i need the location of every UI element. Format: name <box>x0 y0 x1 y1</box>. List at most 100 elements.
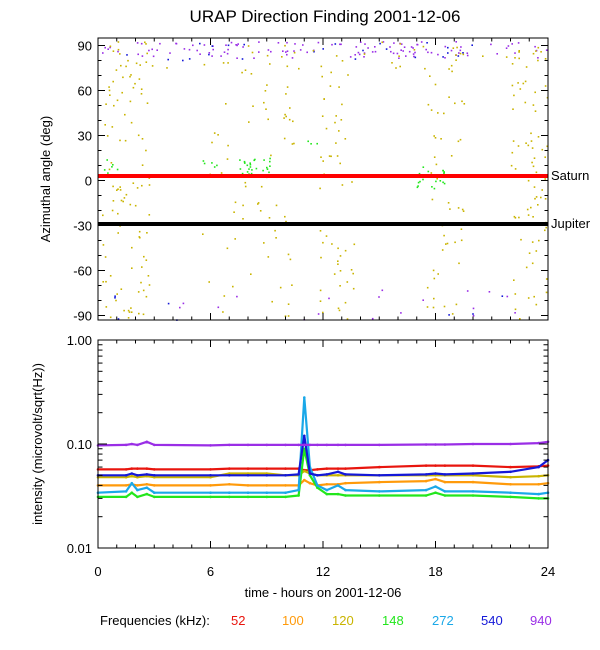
direction-point-432 <box>427 103 430 106</box>
series-148-point-18 <box>378 494 381 497</box>
direction-point-390 <box>337 260 339 262</box>
series-940-point-22 <box>471 442 475 446</box>
direction-point-442 <box>433 297 435 300</box>
series-272-point-17 <box>344 488 347 492</box>
series-540-point-13 <box>308 472 312 475</box>
reference-lines: Saturn Jupiter <box>98 168 591 231</box>
direction-point-243 <box>147 275 150 277</box>
direction-point-503 <box>541 148 544 151</box>
direction-point-16 <box>169 52 171 54</box>
direction-point-407 <box>446 242 449 245</box>
direction-point-214 <box>141 184 143 187</box>
direction-point-562 <box>442 181 444 184</box>
series-148-point-15 <box>325 492 329 496</box>
direction-point-49 <box>400 43 403 45</box>
direction-point-11 <box>427 51 429 54</box>
direction-point-125 <box>457 55 460 57</box>
direction-point-161 <box>422 45 425 48</box>
direction-point-163 <box>399 65 401 68</box>
series-100-point-15 <box>325 483 329 486</box>
direction-point-43 <box>104 46 106 49</box>
direction-point-86 <box>140 42 143 45</box>
series-148-point-21 <box>443 494 447 497</box>
direction-point-523 <box>511 63 514 65</box>
direction-point-250 <box>130 311 133 313</box>
direction-point-70 <box>258 51 260 53</box>
direction-point-346 <box>283 117 285 119</box>
direction-point-604 <box>179 306 181 309</box>
direction-point-577 <box>427 170 430 173</box>
direction-point-242 <box>130 307 132 309</box>
direction-point-299 <box>263 101 265 104</box>
direction-point-358 <box>320 256 322 259</box>
x-axis-label: time - hours on 2001-12-06 <box>245 585 402 600</box>
direction-point-85 <box>514 52 516 54</box>
direction-point-427 <box>451 313 454 315</box>
series-540-point-12 <box>303 434 306 438</box>
direction-point-395 <box>351 181 353 183</box>
direction-point-10 <box>148 49 150 52</box>
direction-point-404 <box>335 142 337 144</box>
series-148-point-1 <box>124 495 128 499</box>
direction-point-392 <box>319 300 322 302</box>
direction-point-457 <box>545 278 548 280</box>
series-272-point-23 <box>509 491 512 495</box>
direction-point-268 <box>109 94 111 96</box>
series-52-point-19 <box>424 464 428 467</box>
direction-point-468 <box>546 145 548 148</box>
direction-point-314 <box>225 103 227 105</box>
direction-point-44 <box>390 50 392 53</box>
direction-point-506 <box>520 238 522 241</box>
azimuth-axes: 90 60 30 0 -30 -60 -90 <box>73 38 549 324</box>
direction-point-104 <box>374 50 377 53</box>
direction-point-305 <box>266 54 269 57</box>
series-940-line <box>97 440 549 447</box>
series-940-point-11 <box>297 443 300 447</box>
direction-point-553 <box>269 165 271 167</box>
direction-point-178 <box>391 62 393 64</box>
series-52-point-18 <box>378 465 381 469</box>
series-100-line <box>98 478 549 487</box>
direction-point-623 <box>501 295 504 297</box>
direction-point-455 <box>533 295 535 298</box>
direction-point-447 <box>459 138 462 141</box>
series-272-point-3 <box>136 488 139 492</box>
direction-point-462 <box>533 157 536 159</box>
direction-point-79 <box>371 51 374 53</box>
direction-point-365 <box>330 155 332 158</box>
direction-point-565 <box>417 181 420 184</box>
direction-point-143 <box>362 49 364 52</box>
direction-point-532 <box>243 160 246 163</box>
series-940-point-9 <box>265 443 269 447</box>
azimuth-marks <box>102 41 549 321</box>
series-148-point-7 <box>228 495 231 499</box>
direction-point-363 <box>341 184 344 186</box>
direction-point-438 <box>430 172 433 174</box>
direction-point-128 <box>414 56 417 59</box>
direction-point-606 <box>236 295 238 298</box>
direction-point-302 <box>291 143 294 145</box>
direction-point-549 <box>263 159 265 161</box>
direction-point-152 <box>335 55 338 57</box>
direction-point-264 <box>143 255 145 258</box>
series-272-point-14 <box>316 484 319 487</box>
direction-point-213 <box>117 188 119 190</box>
direction-point-228 <box>145 259 148 261</box>
direction-point-296 <box>293 51 296 54</box>
direction-point-545 <box>249 162 251 164</box>
direction-point-80 <box>141 55 144 57</box>
direction-point-23 <box>413 55 415 58</box>
direction-point-307 <box>241 71 243 74</box>
direction-point-263 <box>117 232 119 234</box>
direction-point-37 <box>107 48 109 50</box>
direction-point-222 <box>116 189 118 191</box>
direction-point-275 <box>134 82 136 85</box>
direction-point-445 <box>434 83 437 86</box>
direction-point-334 <box>223 295 226 297</box>
direction-point-601 <box>514 312 516 314</box>
direction-point-467 <box>518 51 520 53</box>
direction-point-52 <box>137 53 139 56</box>
direction-point-489 <box>544 85 547 87</box>
direction-point-495 <box>532 165 535 168</box>
direction-point-329 <box>287 253 290 256</box>
